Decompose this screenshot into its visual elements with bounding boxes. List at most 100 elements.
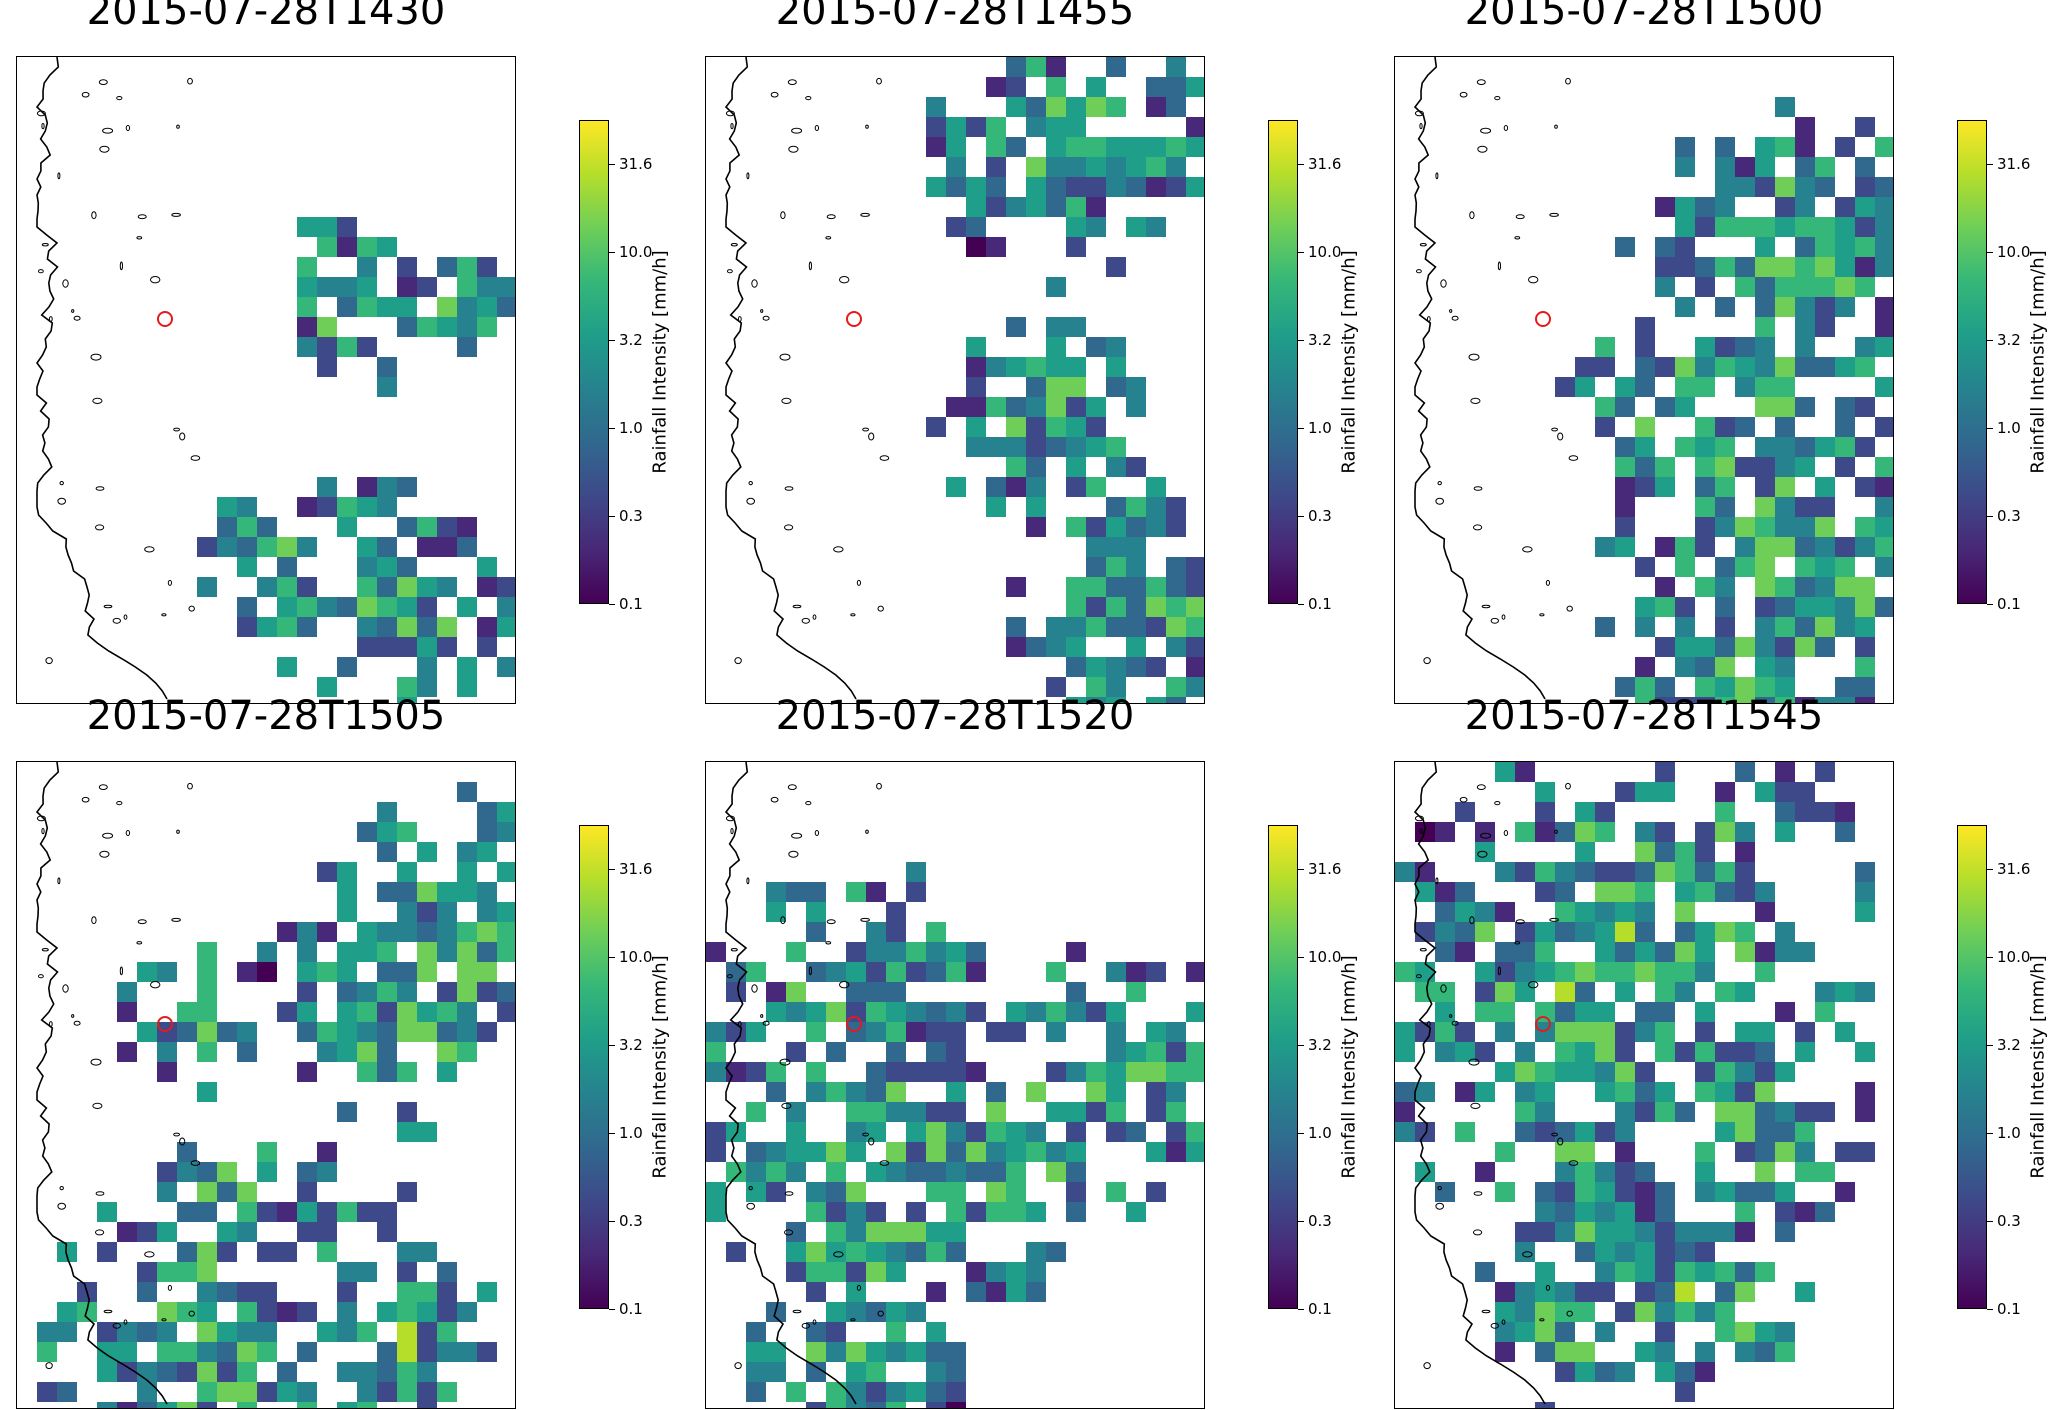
- rain-cell: [417, 577, 437, 597]
- rain-cell: [1555, 1362, 1575, 1382]
- island-outline: [784, 524, 794, 531]
- rain-cell: [1555, 1182, 1575, 1202]
- rain-cell: [986, 137, 1006, 157]
- rain-cell: [1126, 597, 1146, 617]
- rain-cell: [1066, 397, 1086, 417]
- island-outline: [1481, 604, 1491, 609]
- rain-cell: [1635, 822, 1655, 842]
- rain-cell: [1775, 657, 1795, 677]
- rain-cell: [317, 597, 337, 617]
- island-outline: [48, 316, 53, 322]
- rain-cell: [177, 1402, 197, 1408]
- rain-cell: [966, 1002, 986, 1022]
- rain-cell: [397, 517, 417, 537]
- rain-cell: [1695, 962, 1715, 982]
- rain-cell: [806, 902, 826, 922]
- rain-cell: [1126, 217, 1146, 237]
- rain-cell: [1815, 802, 1835, 822]
- rain-cell: [886, 962, 906, 982]
- rain-cell: [357, 257, 377, 277]
- rain-cell: [277, 577, 297, 597]
- colorbar-ticks: 0.1 0.3 1.0 3.2 10.0 31.6: [1298, 155, 1342, 613]
- rain-cell: [1695, 942, 1715, 962]
- rain-cell: [786, 1002, 806, 1022]
- rain-cell: [377, 377, 397, 397]
- island-outline: [762, 315, 770, 321]
- rain-cell: [1735, 982, 1755, 1002]
- island-outline: [144, 1251, 155, 1258]
- rain-cell: [1106, 497, 1126, 517]
- island-outline: [814, 830, 820, 836]
- rain-cell: [926, 1002, 946, 1022]
- rain-cell: [1166, 1082, 1186, 1102]
- rain-cell: [157, 962, 177, 982]
- rain-cell: [1855, 1082, 1875, 1102]
- rain-cell: [297, 577, 317, 597]
- island-outline: [856, 579, 861, 586]
- rain-cell: [966, 1262, 986, 1282]
- island-outline: [95, 486, 105, 491]
- rain-cell: [1795, 577, 1815, 597]
- rain-cell: [1715, 357, 1735, 377]
- rain-cell: [1655, 1022, 1675, 1042]
- rain-cell: [317, 1242, 337, 1262]
- rain-cell: [1835, 1142, 1855, 1162]
- island-outline: [57, 172, 61, 180]
- rain-cell: [1046, 1022, 1066, 1042]
- rain-cell: [297, 257, 317, 277]
- rain-cell: [946, 1002, 966, 1022]
- rain-cell: [966, 1122, 986, 1142]
- rain-cell: [1715, 782, 1735, 802]
- rain-cell: [706, 1022, 726, 1042]
- rain-cell: [966, 397, 986, 417]
- rain-cell: [1515, 862, 1535, 882]
- rain-cell: [1046, 377, 1066, 397]
- rain-cell: [1715, 457, 1735, 477]
- rain-cell: [966, 1162, 986, 1182]
- rain-cell: [1675, 697, 1695, 703]
- rain-cell: [1755, 517, 1775, 537]
- rain-cell: [966, 417, 986, 437]
- rain-cell: [117, 1402, 137, 1408]
- rain-cell: [1126, 1202, 1146, 1222]
- rain-cell: [966, 357, 986, 377]
- rain-cell: [1495, 1302, 1515, 1322]
- rain-cell: [1415, 1082, 1435, 1102]
- rain-cell: [397, 257, 417, 277]
- island-outline: [1497, 966, 1502, 976]
- rain-cell: [1186, 177, 1204, 197]
- rain-cell: [237, 1222, 257, 1242]
- rain-cell: [1595, 902, 1615, 922]
- rain-cell: [397, 477, 417, 497]
- rain-cell: [317, 1162, 337, 1182]
- rain-cell: [1835, 437, 1855, 457]
- rain-cell: [1875, 557, 1893, 577]
- site-marker: [157, 311, 173, 327]
- island-outline: [1566, 605, 1573, 612]
- island-outline: [1494, 801, 1501, 806]
- rain-cell: [457, 1042, 477, 1062]
- rain-cell: [926, 1402, 946, 1408]
- rain-cell: [1875, 377, 1893, 397]
- rain-cell: [986, 1202, 1006, 1222]
- rain-cell: [1655, 577, 1675, 597]
- rain-cell: [1615, 237, 1635, 257]
- rain-cell: [1735, 697, 1755, 703]
- rain-cell: [357, 1062, 377, 1082]
- rain-cell: [1755, 397, 1775, 417]
- rain-cell: [297, 1202, 317, 1222]
- island-outline: [98, 79, 108, 86]
- rain-cell: [1775, 297, 1795, 317]
- rain-cell: [457, 782, 477, 802]
- rain-cell: [297, 1402, 317, 1408]
- rain-cell: [317, 1322, 337, 1342]
- rain-cell: [1006, 417, 1026, 437]
- rain-cell: [1795, 942, 1815, 962]
- island-outline: [876, 77, 882, 85]
- site-marker: [1535, 1016, 1551, 1032]
- rain-cell: [946, 1062, 966, 1082]
- rain-cell: [1775, 762, 1795, 782]
- rain-cell: [1126, 177, 1146, 197]
- rain-cell: [1835, 297, 1855, 317]
- rain-cell: [746, 1142, 766, 1162]
